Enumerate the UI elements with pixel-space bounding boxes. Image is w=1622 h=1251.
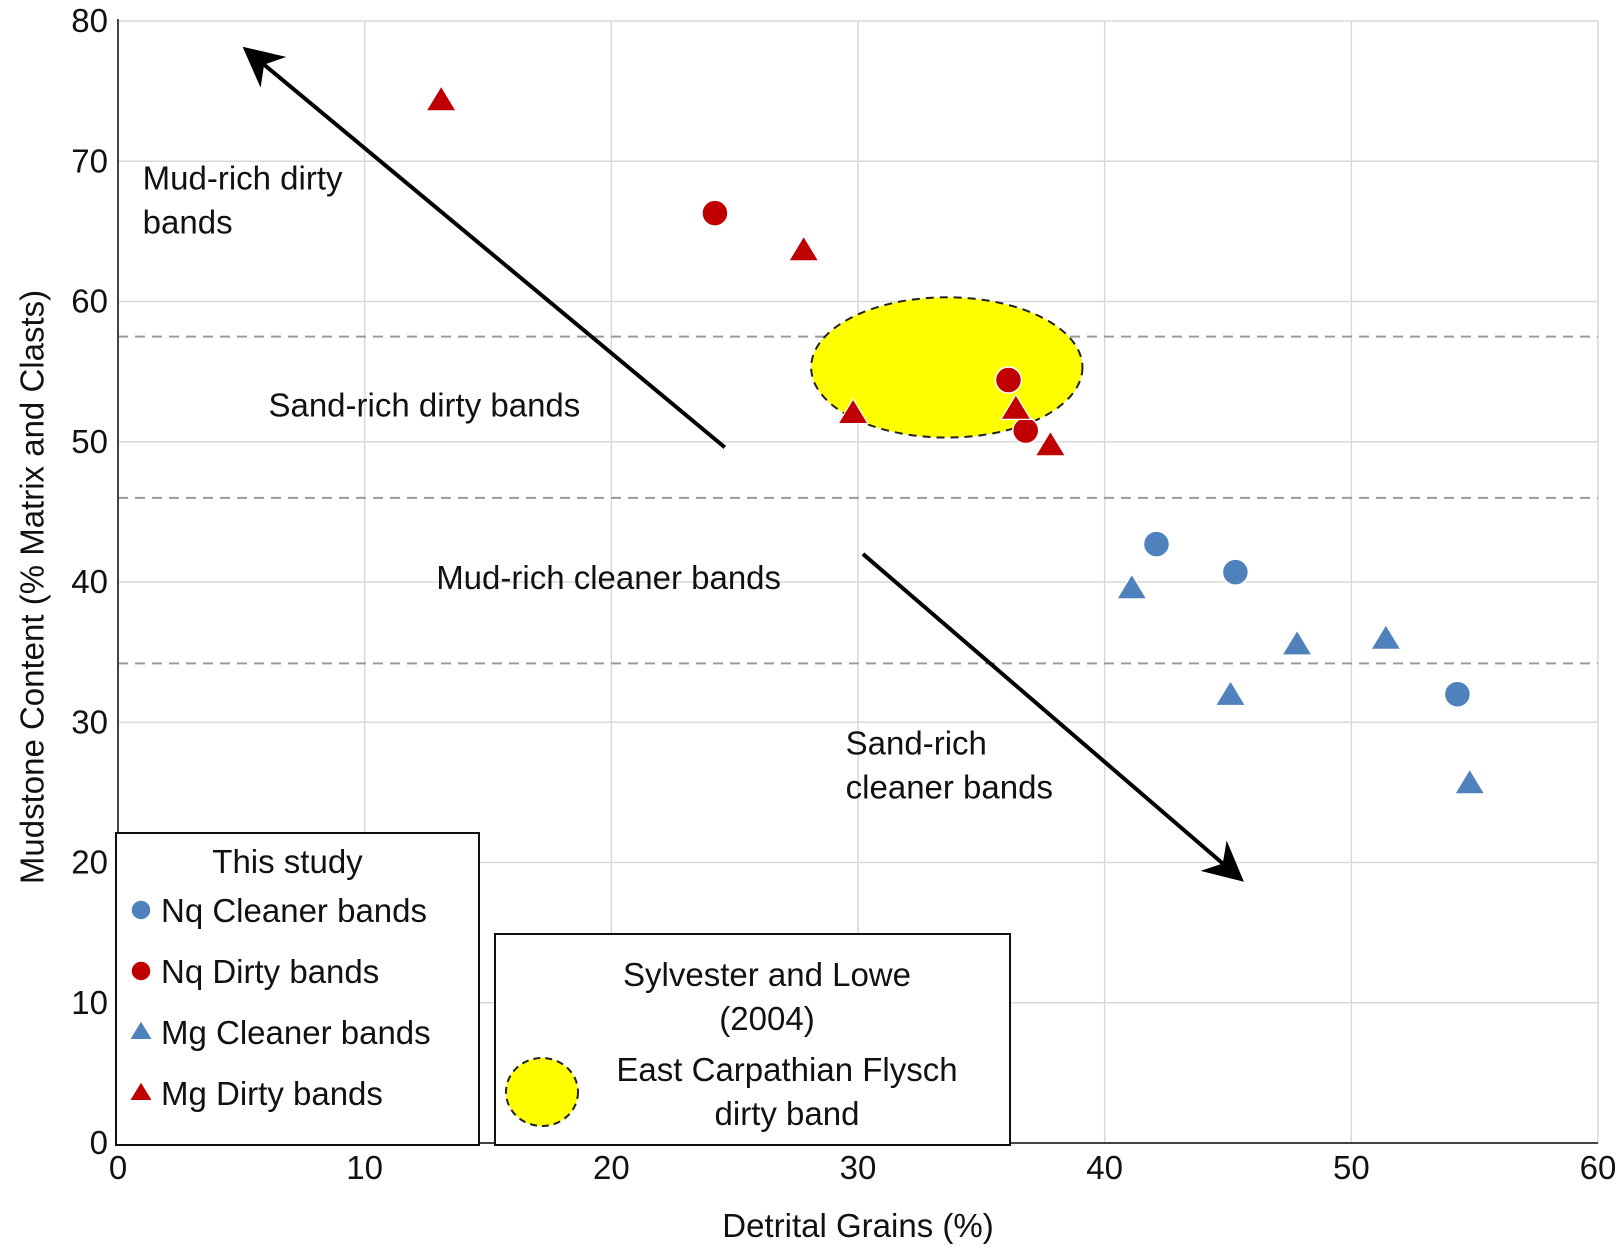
y-axis-label: Mudstone Content (% Matrix and Clasts) (14, 290, 51, 884)
y-tick-label: 80 (71, 2, 108, 39)
point-mg-cleaner-bands (1117, 574, 1147, 599)
x-tick-label: 40 (1086, 1149, 1123, 1186)
annotation-mud-rich-dirty: Mud-rich dirty (143, 159, 343, 196)
legend-entry-label: Nq Cleaner bands (161, 892, 427, 929)
trend-arrows (249, 52, 1238, 877)
x-tick-label: 30 (840, 1149, 877, 1186)
annotation-sand-rich-dirty: Sand-rich dirty bands (268, 387, 580, 424)
legend-entry-label: Mg Dirty bands (161, 1075, 383, 1112)
point-nq-dirty-bands (995, 367, 1021, 393)
reference-legend-swatch (506, 1058, 578, 1126)
y-tick-label: 20 (71, 844, 108, 881)
annotation-mud-rich-dirty: bands (143, 203, 233, 240)
point-mg-cleaner-bands (1216, 681, 1246, 706)
trend-arrow (863, 554, 1238, 877)
reference-legend-title: (2004) (719, 1000, 814, 1037)
x-tick-label: 10 (346, 1149, 383, 1186)
point-mg-dirty-bands (789, 236, 819, 261)
y-tick-label: 50 (71, 423, 108, 460)
point-mg-cleaner-bands (1455, 769, 1485, 794)
legend-entry-label: Nq Dirty bands (161, 953, 379, 990)
point-nq-dirty-bands (702, 200, 728, 226)
x-tick-label: 20 (593, 1149, 630, 1186)
reference-legend-label: East Carpathian Flysch (616, 1051, 957, 1088)
annotation-sand-rich-cleaner: cleaner bands (846, 769, 1053, 806)
x-tick-label: 60 (1580, 1149, 1617, 1186)
y-tick-label: 10 (71, 984, 108, 1021)
y-tick-label: 0 (90, 1124, 108, 1161)
x-tick-label: 50 (1333, 1149, 1370, 1186)
data-points (426, 86, 1485, 794)
y-tick-label: 70 (71, 142, 108, 179)
legend: This study Nq Cleaner bands Nq Dirty bands… (116, 833, 1010, 1145)
annotation-sand-rich-cleaner: Sand-rich (846, 725, 987, 762)
y-tick-label: 40 (71, 563, 108, 600)
point-mg-dirty-bands (1035, 431, 1065, 456)
x-tick-label: 0 (109, 1149, 127, 1186)
annotation-mud-rich-cleaner: Mud-rich cleaner bands (436, 559, 781, 596)
point-nq-cleaner-bands (1444, 681, 1470, 707)
legend-marker (131, 961, 151, 981)
band-annotations: Mud-rich dirty bands Sand-rich dirty bands… (143, 159, 1053, 805)
y-tick-label: 60 (71, 283, 108, 320)
point-mg-cleaner-bands (1371, 625, 1401, 650)
point-mg-cleaner-bands (1282, 630, 1312, 655)
reference-legend-title: Sylvester and Lowe (623, 956, 911, 993)
x-axis-label: Detrital Grains (%) (722, 1207, 993, 1244)
legend-marker (131, 900, 151, 920)
y-tick-label: 30 (71, 703, 108, 740)
legend-entry-label: Mg Cleaner bands (161, 1014, 431, 1051)
point-nq-cleaner-bands (1222, 559, 1248, 585)
point-nq-cleaner-bands (1143, 531, 1169, 557)
reference-legend-label: dirty band (715, 1095, 860, 1132)
point-nq-dirty-bands (1013, 418, 1039, 444)
point-mg-dirty-bands (426, 86, 456, 111)
legend-title: This study (212, 843, 363, 880)
